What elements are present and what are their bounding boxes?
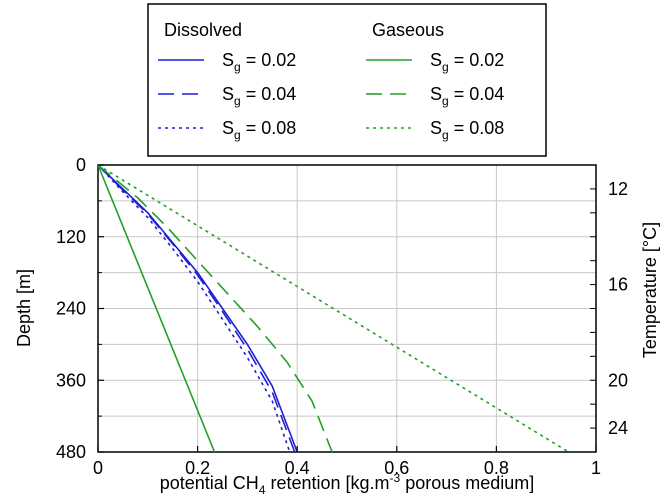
legend-group-title-dissolved: Dissolved: [164, 20, 242, 40]
y-tick-label: 240: [56, 299, 86, 319]
y-tick-label: 120: [56, 227, 86, 247]
plot-area: 0 0.2 0.4 0.6 0.8 1 0 120 240 360 480 12 16 20 24: [56, 155, 628, 478]
series-line-dissolved-solid: [97, 164, 298, 453]
y2-tick-label: 24: [608, 418, 628, 438]
series-line-gaseous-dotted: [97, 164, 570, 453]
legend: Dissolved Gaseous Sg = 0.02 Sg = 0.04 Sg =…: [147, 3, 547, 157]
legend-label: Sg = 0.02: [222, 50, 296, 74]
y-tick-label: 0: [76, 155, 86, 175]
legend-label: Sg = 0.08: [222, 118, 296, 142]
legend-frame: [147, 3, 547, 157]
legend-label: Sg = 0.04: [430, 84, 504, 108]
y-tick-label: 480: [56, 442, 86, 462]
x-tick-label: 1: [591, 458, 601, 478]
x-tick-label: 0.8: [484, 458, 509, 478]
x-tick-label: 0.6: [384, 458, 409, 478]
series-line-gaseous-solid: [97, 164, 216, 453]
y-axis-title: Depth [m]: [14, 269, 34, 347]
series-line-gaseous-dashed: [97, 164, 333, 453]
legend-label: Sg = 0.02: [430, 50, 504, 74]
y2-tick-label: 12: [608, 179, 628, 199]
x-tick-label: 0.4: [285, 458, 310, 478]
legend-label: Sg = 0.04: [222, 84, 296, 108]
y2-axis-title: Temperature [°C]: [640, 222, 660, 358]
x-tick-label: 0: [93, 458, 103, 478]
y2-tick-label: 16: [608, 275, 628, 295]
legend-label: Sg = 0.08: [430, 118, 504, 142]
y2-tick-label: 20: [608, 370, 628, 390]
y-tick-label: 360: [56, 370, 86, 390]
x-axis-title: potential CH4 retention [kg.m-3 porous m…: [160, 471, 535, 496]
series-line-dissolved-dashed: [97, 164, 296, 453]
x-tick-label: 0.2: [185, 458, 210, 478]
legend-group-title-gaseous: Gaseous: [372, 20, 444, 40]
